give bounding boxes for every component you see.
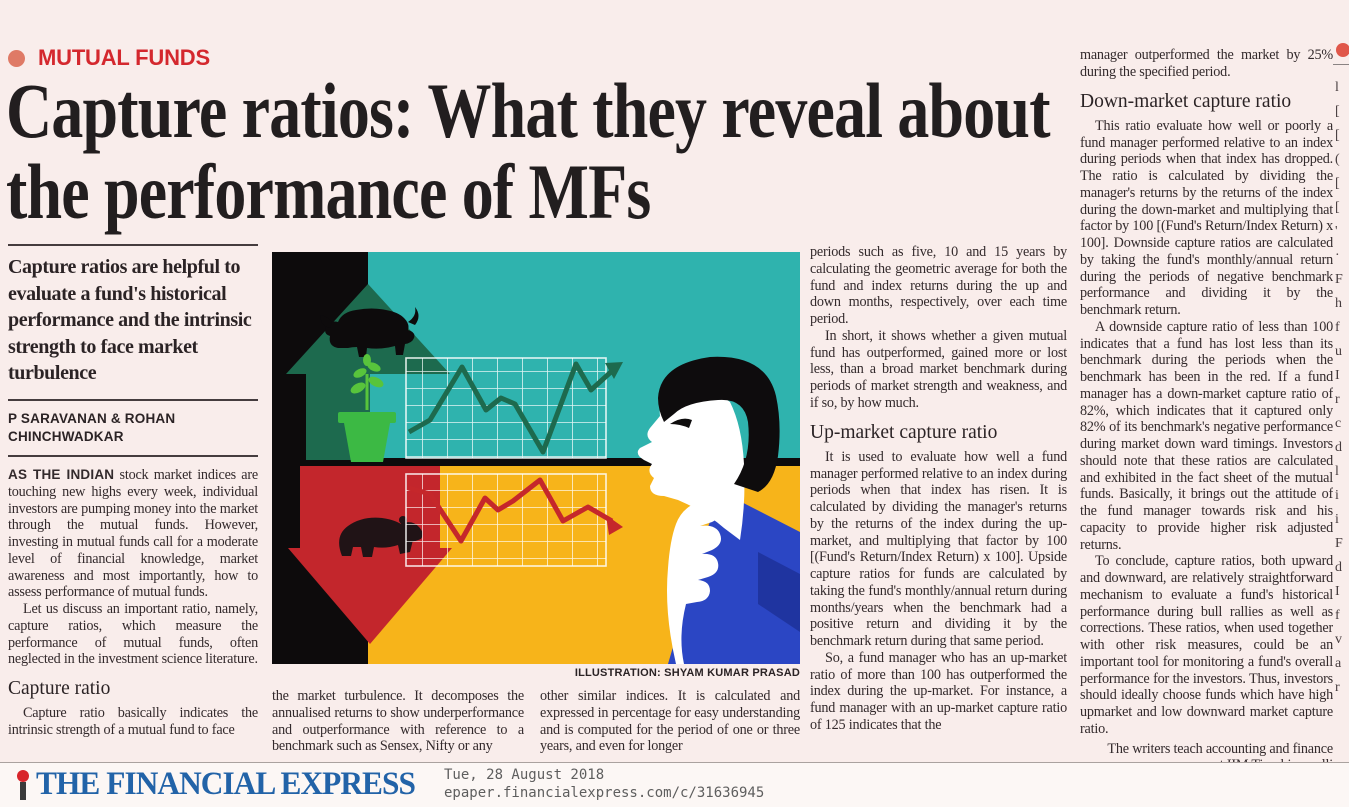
paragraph: other similar indices. It is calculated … (540, 688, 800, 755)
man-hand-arm (667, 499, 721, 664)
subhead-capture-ratio: Capture ratio (8, 678, 111, 700)
edge-fragment: v (1335, 632, 1342, 647)
paragraph-text: stock market indices are touching new hi… (8, 467, 258, 601)
rule-byline (8, 455, 258, 458)
edge-fragment: l (1335, 80, 1339, 95)
edge-rule (1333, 64, 1349, 65)
edge-fragment: f (1335, 608, 1340, 623)
paragraph: the market turbulence. It decomposes the… (272, 688, 524, 755)
column-2: the market turbulence. It decomposes the… (272, 688, 524, 760)
section-header: MUTUAL FUNDS (8, 47, 210, 69)
edge-fragment: h (1335, 296, 1342, 311)
epaper-footer: THE FINANCIAL EXPRESS Tue, 28 August 201… (0, 762, 1349, 807)
column-5: manager outperformed the market by 25% d… (1080, 47, 1333, 763)
edge-fragment: i (1335, 488, 1339, 503)
column-4: periods such as five, 10 and 15 years by… (810, 244, 1067, 762)
paragraph: manager outperformed the market by 25% d… (1080, 47, 1333, 80)
edge-fragment: a (1335, 656, 1342, 671)
epaper-url[interactable]: epaper.financialexpress.com/c/31636945 (444, 785, 765, 801)
column-1-body: AS THE INDIAN stock market indices are t… (8, 467, 258, 739)
headline: Capture ratios: What they reveal about t… (6, 67, 1050, 236)
edge-fragment: F (1335, 272, 1343, 287)
edge-fragment: c (1335, 416, 1342, 431)
man-shirt (668, 492, 800, 664)
down-trend-arrowhead (606, 515, 623, 535)
paragraph: In short, it shows whether a given mutua… (810, 327, 1067, 411)
paragraph: periods such as five, 10 and 15 years by… (810, 244, 1067, 327)
down-market-grid (405, 473, 607, 567)
paragraph: It is used to evaluate how well a fund m… (810, 448, 1067, 650)
edge-fragment: r (1335, 392, 1340, 407)
edge-fragment: [ (1335, 104, 1340, 119)
edge-fragment: I (1335, 584, 1340, 599)
edge-section-dot-icon (1336, 43, 1349, 57)
section-kicker: MUTUAL FUNDS (38, 45, 210, 70)
paragraph: So, a fund manager who has an up-market … (810, 649, 1067, 733)
plant-icon (338, 354, 396, 462)
column-3: other similar indices. It is calculated … (540, 688, 800, 760)
edge-fragment: [ (1335, 200, 1340, 215)
subhead-down-market: Down-market capture ratio (1080, 90, 1292, 112)
paragraph: This ratio evaluate how well or poorly a… (1080, 117, 1333, 319)
edge-fragment: F (1335, 536, 1343, 551)
edge-fragment: u (1335, 344, 1342, 359)
paragraph: To conclude, capture ratios, both upward… (1080, 553, 1333, 737)
section-dot-icon (8, 49, 25, 67)
up-trend-line (407, 361, 614, 455)
man-figure (637, 356, 800, 664)
standfirst: Capture ratios are helpful to evaluate a… (8, 256, 252, 385)
down-trend-line (408, 477, 614, 544)
edition-date: Tue, 28 August 2018 (444, 767, 605, 783)
edge-fragment: f (1335, 320, 1340, 335)
up-trend-arrowhead (605, 362, 623, 379)
paragraph: A downside capture ratio of less than 10… (1080, 318, 1333, 553)
man-shirt-fold (758, 552, 800, 632)
column-1: Capture ratios are helpful to evaluate a… (8, 244, 258, 761)
edge-fragment: d (1335, 440, 1342, 455)
masthead: THE FINANCIAL EXPRESS (36, 766, 416, 802)
man-eyebrow (670, 418, 692, 428)
bull-icon (320, 307, 419, 357)
rule-top (8, 244, 258, 246)
edge-fragment: ' (1335, 224, 1338, 239)
illustration-credit: ILLUSTRATION: SHYAM KUMAR PRASAD (574, 667, 800, 679)
edge-fragment: · (1335, 248, 1340, 263)
edge-fragment: [ (1335, 176, 1340, 191)
edge-fragment: r (1335, 680, 1340, 695)
paragraph: Capture ratio basically indicates the in… (8, 705, 258, 739)
paragraph: Let us discuss an important ratio, namel… (8, 601, 258, 668)
author-signoff: The writers teach accounting and finance… (1107, 740, 1333, 763)
masthead-emblem-icon (17, 770, 29, 800)
edge-fragment: i (1335, 512, 1339, 527)
paragraph: AS THE INDIAN stock market indices are t… (8, 467, 258, 601)
edge-fragment: l (1335, 464, 1339, 479)
byline: P SARAVANAN & ROHAN CHINCHWADKAR (8, 410, 176, 444)
market-illustration (272, 252, 800, 664)
lead-in: AS THE INDIAN (8, 467, 115, 483)
edge-fragment: ( (1335, 152, 1340, 167)
rule-mid (8, 398, 258, 401)
illustration-canvas (272, 252, 800, 664)
man-hair (658, 356, 780, 492)
edge-fragment: d (1335, 560, 1342, 575)
edge-fragment: [ (1335, 128, 1340, 143)
subhead-up-market: Up-market capture ratio (810, 421, 998, 443)
edge-fragment: I (1335, 368, 1340, 383)
man-face (637, 386, 745, 540)
